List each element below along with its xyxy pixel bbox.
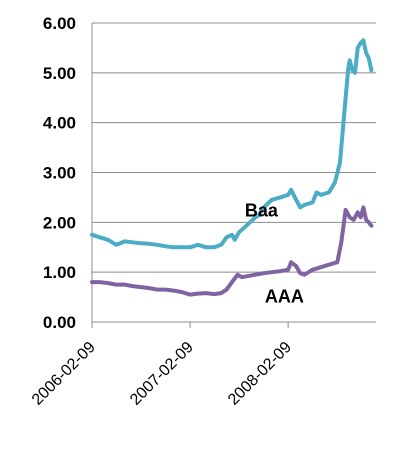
y-tick-label: 2.00 bbox=[43, 213, 76, 232]
y-tick-label: 6.00 bbox=[43, 14, 76, 33]
y-tick-label: 3.00 bbox=[43, 164, 76, 183]
series-line-baa bbox=[90, 38, 374, 250]
axes bbox=[91, 23, 376, 328]
series-line-aaa bbox=[90, 205, 374, 297]
x-tick-label: 2007-02-09 bbox=[127, 339, 197, 409]
x-tick-label: 2008-02-09 bbox=[225, 339, 295, 409]
series-label-baa: Baa bbox=[245, 200, 279, 220]
series-label-aaa: AAA bbox=[265, 287, 304, 307]
y-tick-label: 5.00 bbox=[43, 64, 76, 83]
y-tick-label: 1.00 bbox=[43, 263, 76, 282]
y-tick-label: 0.00 bbox=[43, 313, 76, 332]
gridlines bbox=[92, 22, 376, 273]
x-tick-label: 2006-02-09 bbox=[29, 339, 99, 409]
y-tick-label: 4.00 bbox=[43, 114, 76, 133]
series-lines bbox=[90, 38, 374, 297]
